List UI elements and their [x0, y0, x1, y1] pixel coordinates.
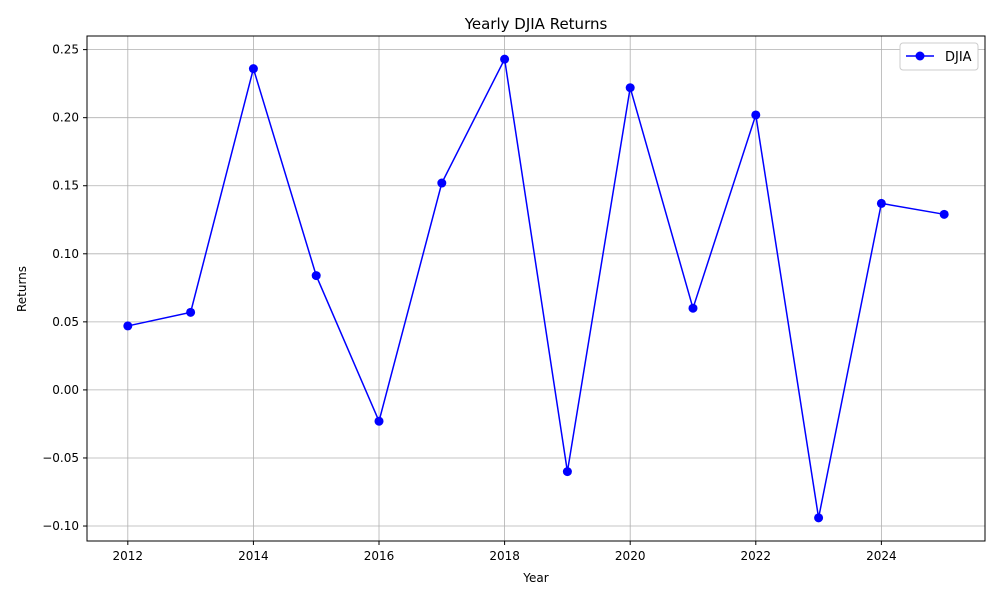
y-tick-label: 0.00	[52, 383, 79, 397]
legend: DJIA	[899, 42, 979, 71]
data-point-2020	[625, 83, 635, 93]
data-point-2025	[939, 209, 949, 219]
x-tick-label: 2022	[741, 549, 772, 563]
x-axis-label: Year	[522, 571, 548, 585]
data-point-2016	[374, 416, 384, 426]
data-point-2017	[437, 178, 447, 188]
series-line-djia	[127, 56, 945, 519]
data-point-2013	[186, 307, 196, 317]
x-tick-label: 2014	[238, 549, 269, 563]
y-axis-label: Returns	[15, 266, 29, 312]
plot-frame	[86, 35, 986, 542]
data-point-2024	[876, 198, 886, 208]
x-tick-label: 2012	[113, 549, 144, 563]
chart-title: Yearly DJIA Returns	[464, 15, 608, 33]
y-tick-label: 0.20	[52, 111, 79, 125]
data-point-2021	[688, 303, 698, 313]
data-point-2019	[562, 467, 572, 477]
grid-lines	[87, 36, 985, 541]
data-point-2022	[751, 110, 761, 120]
data-point-2012	[123, 321, 133, 331]
y-tick-label: 0.25	[52, 43, 79, 57]
legend-label-djia: DJIA	[945, 50, 972, 65]
legend-marker-sample	[915, 51, 925, 61]
x-tick-label: 2016	[364, 549, 395, 563]
y-tick-label: 0.15	[52, 179, 79, 193]
y-tick-label: 0.05	[52, 315, 79, 329]
y-tick-label: −0.05	[42, 451, 79, 465]
data-point-2015	[311, 271, 321, 281]
axis-ticks: 2012 2014 2016 2018 2020 2022 2024 −0.10 −0.05 0.…	[42, 43, 896, 563]
x-tick-label: 2020	[615, 549, 646, 563]
x-tick-label: 2018	[489, 549, 520, 563]
y-tick-label: −0.10	[42, 519, 79, 533]
x-tick-label: 2024	[866, 549, 897, 563]
y-tick-label: 0.10	[52, 247, 79, 261]
data-point-2018	[500, 54, 510, 64]
data-point-2014	[248, 64, 258, 74]
series-layer	[123, 54, 949, 523]
legend-box	[899, 42, 979, 71]
data-point-2023	[814, 513, 824, 523]
